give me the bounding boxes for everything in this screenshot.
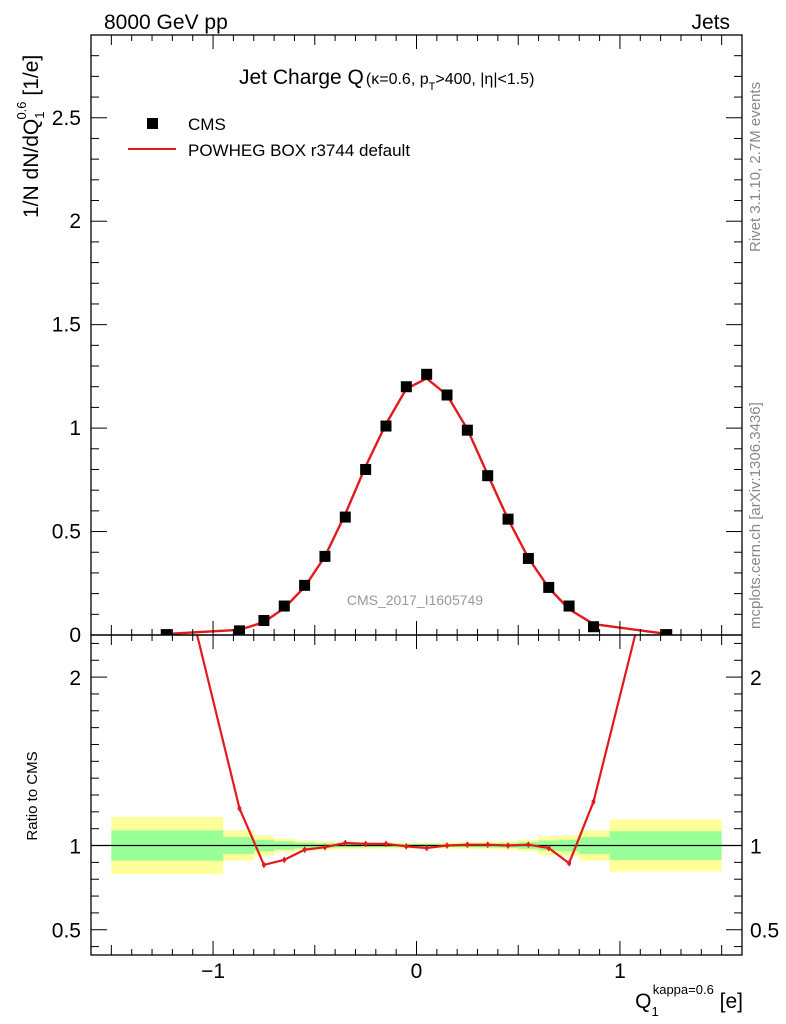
ratio-series-line — [195, 635, 637, 867]
x-label-main: Q — [635, 990, 651, 1013]
ratio-y-axis-label: Ratio to CMS — [24, 751, 41, 840]
ratio-x-axis-label: Q1 kappa=0.6 [e] — [635, 982, 743, 1019]
cms-data-point — [482, 470, 494, 482]
ratio-point-marker — [383, 841, 388, 846]
main-panel: 0 0.5 1 1.5 2 2.5 Jet Charge Q (κ=0.6, pT>400,… — [14, 34, 743, 647]
ratio-panel-frame — [90, 634, 743, 956]
ratio-y-tick-label: 0.5 — [52, 920, 81, 943]
x-label-sub: 1 — [651, 1004, 658, 1019]
ratio-point-marker — [567, 861, 572, 866]
main-chart-title: Jet Charge Q (κ=0.6, pT>400, |η|<1.5) — [239, 66, 534, 93]
main-y-axis-label: 1/N dN/dQ10.6 [1/e] — [14, 55, 47, 218]
cms-data-point — [563, 600, 575, 612]
ratio-point-marker — [302, 847, 307, 852]
cms-data-point — [339, 511, 351, 523]
ratio-point-marker — [546, 846, 551, 851]
ratio-point-marker — [591, 799, 596, 804]
ratio-point-marker — [343, 841, 348, 845]
ratio-plot-area — [91, 507, 742, 875]
title-main: Jet Charge Q — [239, 66, 364, 89]
cms-data-point — [502, 513, 514, 525]
cms-data-point — [400, 381, 412, 393]
ratio-y-tick-label: 2 — [69, 667, 81, 690]
legend: CMS POWHEG BOX r3744 default — [128, 115, 410, 160]
legend-cms-label: CMS — [188, 115, 226, 134]
ratio-y-tick-label: 1 — [69, 836, 81, 859]
ratio-point-marker — [465, 842, 470, 847]
main-y-tick-label: 0.5 — [52, 521, 81, 544]
cms-data-point — [319, 550, 331, 562]
title-rest: >400, |η|<1.5) — [435, 71, 534, 88]
main-plot-area — [160, 368, 673, 635]
title-subscript-t: T — [429, 81, 436, 93]
x-label-sup: kappa=0.6 — [653, 982, 714, 997]
title-detail: (κ=0.6, p — [366, 71, 429, 88]
ratio-point-marker — [282, 857, 287, 862]
cms-data-point — [421, 368, 433, 380]
rivet-version-label: Rivet 3.1.10, 2.7M events — [747, 82, 764, 252]
ratio-point-marker — [164, 507, 168, 511]
ratio-point-marker — [526, 842, 531, 847]
y-label-main: 1/N dN/dQ — [20, 119, 43, 218]
ratio-point-marker — [404, 844, 409, 849]
ratio-point-marker — [237, 806, 242, 811]
ratio-y-tick-label-right: 1 — [750, 836, 762, 859]
cms-data-point — [441, 389, 453, 401]
ratio-point-marker — [445, 843, 450, 848]
legend-cms-marker — [147, 118, 158, 129]
process-label: Jets — [691, 11, 730, 34]
cms-data-point — [380, 420, 392, 432]
cms-data-point — [543, 581, 555, 593]
main-y-tick-label: 2 — [69, 210, 81, 233]
cms-data-point — [160, 629, 172, 635]
cms-data-point — [234, 625, 246, 635]
ratio-point-marker — [665, 507, 669, 511]
cms-data-point — [587, 621, 599, 633]
ratio-point-marker — [363, 841, 368, 846]
ratio-x-tick-label: 0 — [411, 960, 423, 983]
legend-powheg-label: POWHEG BOX r3744 default — [188, 141, 410, 160]
main-y-tick-label: 1 — [69, 417, 81, 440]
ratio-y-tick-label-right: 2 — [750, 667, 762, 690]
ratio-point-marker — [485, 842, 490, 847]
cms-data-point — [461, 424, 473, 436]
y-label-unit: [1/e] — [20, 55, 43, 102]
cms-data-point — [299, 579, 311, 591]
y-label-sup: 0.6 — [14, 101, 29, 119]
ratio-axis-ticks: −1 0 1 0.5 0.5 1 1 2 2 — [52, 635, 779, 983]
ratio-point-marker — [424, 846, 429, 851]
ratio-point-marker — [322, 845, 327, 850]
main-axis-ticks: 0 0.5 1 1.5 2 2.5 — [52, 35, 742, 647]
main-y-tick-label: 2.5 — [52, 107, 81, 130]
x-label-unit: [e] — [714, 990, 743, 1013]
cms-data-point — [278, 600, 290, 612]
y-label-sub: 1 — [32, 112, 47, 119]
ratio-x-tick-label: −1 — [201, 960, 225, 983]
mcplots-label: mcplots.cern.ch [arXiv:1306.3436] — [747, 402, 764, 629]
main-y-tick-label: 1.5 — [52, 314, 81, 337]
ratio-panel: −1 0 1 0.5 0.5 1 1 2 2 Ratio to CMS Q1 kappa=0.6 … — [24, 507, 779, 1019]
analysis-id-label: CMS_2017_I1605749 — [347, 592, 483, 608]
cms-data-point — [522, 552, 534, 564]
ratio-x-tick-label: 1 — [614, 960, 626, 983]
ratio-y-tick-label-right: 0.5 — [750, 920, 779, 943]
main-y-tick-label: 0 — [69, 624, 81, 647]
cms-data-point — [661, 629, 673, 635]
ratio-point-marker — [261, 862, 266, 867]
cms-data-point — [258, 615, 270, 627]
cms-data-point — [360, 463, 372, 475]
ratio-point-marker — [506, 843, 511, 848]
energy-label: 8000 GeV pp — [104, 11, 228, 34]
